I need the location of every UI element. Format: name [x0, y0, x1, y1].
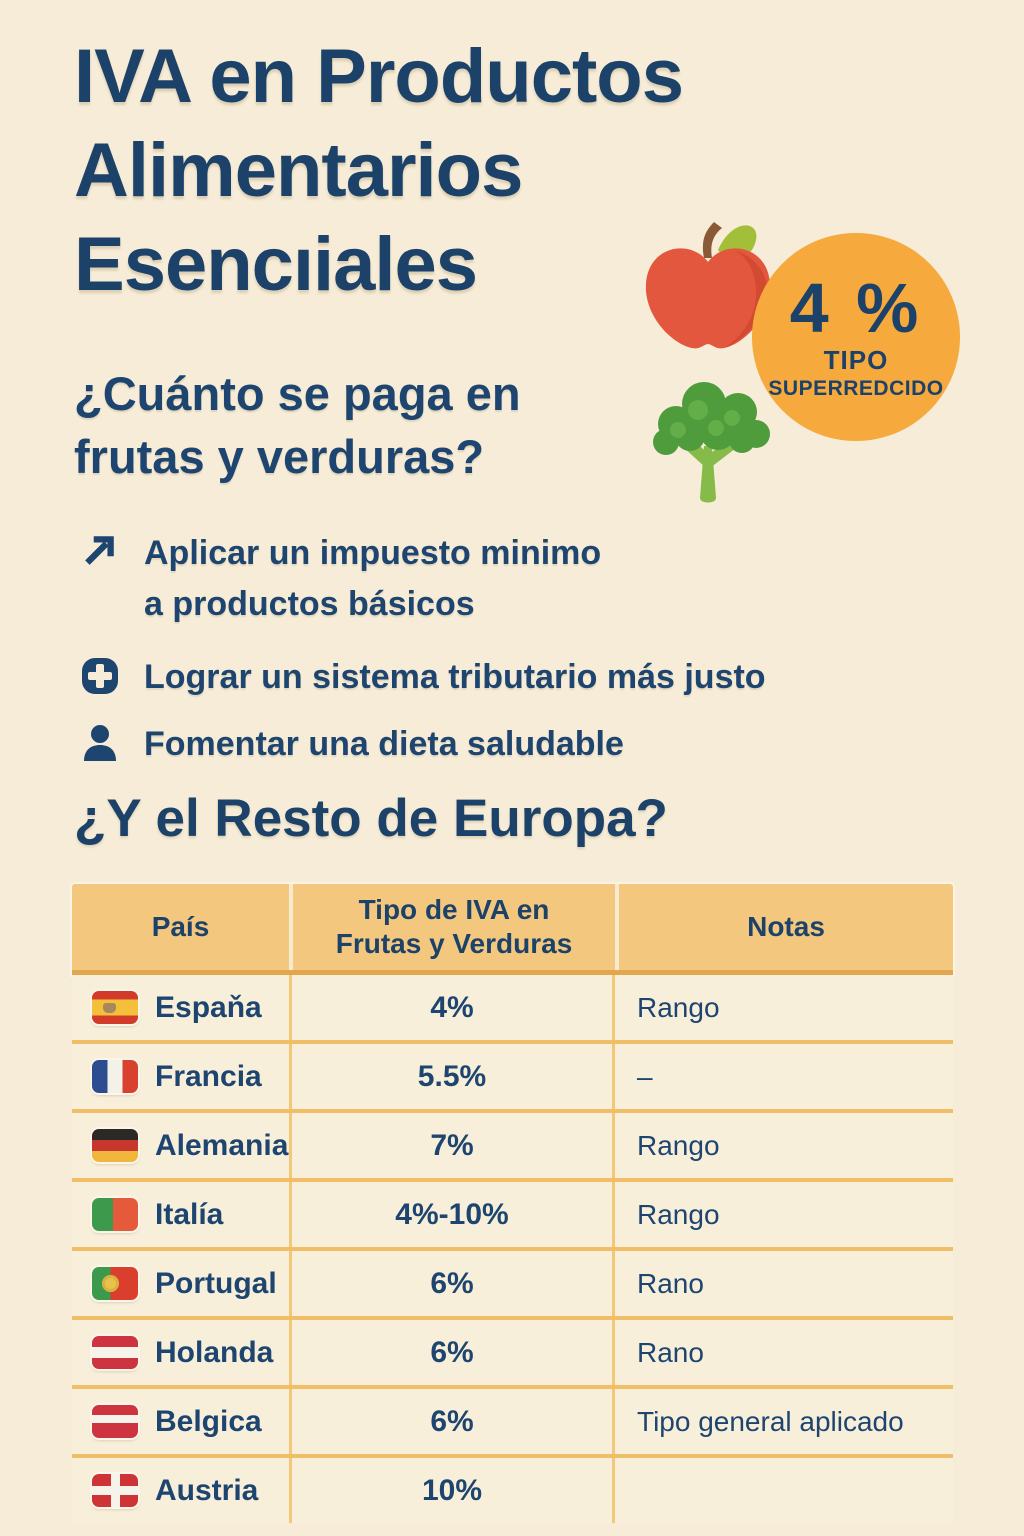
belgium-flag-icon [92, 1405, 138, 1438]
notes-value: – [637, 1060, 653, 1092]
country-name: Austria [155, 1473, 259, 1507]
arrow-up-right-icon [80, 532, 124, 575]
notes-value: Rano [637, 1336, 704, 1368]
country-name: Italía [155, 1197, 224, 1231]
plus-badge-icon [80, 656, 124, 701]
broccoli-floret-highlights [670, 400, 740, 438]
italy-flag-icon [92, 1198, 138, 1231]
france-flag-icon [92, 1060, 138, 1093]
apple-icon [638, 216, 778, 368]
section-heading-europe: ¿Y el Resto de Europa? [74, 789, 668, 848]
vat-value: 10% [289, 1458, 615, 1523]
notes-value: Rango [637, 1129, 720, 1161]
table-row: Espaňa 4% Rango [72, 975, 953, 1040]
table-row: Portugal 6% Rano [72, 1247, 953, 1316]
list-item: Lograr un sistema tributario más justo [80, 652, 940, 703]
broccoli-florets [653, 382, 770, 455]
badge-label-line2: SUPERREDCIDO [768, 377, 944, 400]
notes-value: Rango [637, 1198, 720, 1230]
page-subtitle: ¿Cuánto se paga en frutas y verduras? [74, 367, 521, 483]
apple-stem [702, 222, 722, 258]
vat-value: 6% [289, 1320, 615, 1385]
country-name: Espaňa [155, 990, 262, 1024]
notes-value: Tipo general aplicado [637, 1405, 904, 1437]
austria-flag-icon [92, 1474, 138, 1507]
vat-value: 6% [289, 1251, 615, 1316]
table-row: Austria 10% [72, 1454, 953, 1523]
notes-value: Rano [637, 1267, 704, 1299]
country-name: Holanda [155, 1335, 274, 1369]
vat-rate-badge: 4 % TIPO SUPERREDCIDO [752, 233, 960, 441]
vat-value: 6% [289, 1389, 615, 1454]
table-row: Italía 4%-10% Rango [72, 1178, 953, 1247]
list-item-text: Lograr un sistema tributario más justo [144, 658, 766, 696]
badge-label-line1: TIPO [823, 345, 889, 375]
notes-value: Rango [637, 991, 720, 1023]
table-row: Francia 5.5% – [72, 1040, 953, 1109]
spain-flag-icon [92, 991, 138, 1024]
table-body: Espaňa 4% Rango Francia 5.5% – Alemania … [72, 975, 953, 1523]
germany-flag-icon [92, 1129, 138, 1162]
vat-value: 5.5% [289, 1044, 615, 1109]
table-header-row: País Tipo de IVA en Frutas y Verduras No… [72, 884, 953, 975]
country-name: Portugal [155, 1266, 277, 1300]
vat-value: 4%-10% [289, 1182, 615, 1247]
apple-body [645, 248, 771, 349]
country-name: Alemania [155, 1128, 289, 1162]
table-row: Belgica 6% Tipo general aplicado [72, 1385, 953, 1454]
broccoli-icon [646, 376, 778, 506]
apple-shade [724, 250, 768, 348]
list-item: Aplicar un impuesto minimo a productos b… [80, 528, 940, 630]
portugal-flag-icon [92, 1267, 138, 1300]
key-points-list: Aplicar un impuesto minimo a productos b… [80, 528, 940, 796]
table-row: Holanda 6% Rano [72, 1316, 953, 1385]
list-item-text: Fomentar una dieta saludable [144, 725, 624, 763]
page-title: IVA en Productos Alimentarios Esencıiale… [74, 34, 684, 307]
table-row: Alemania 7% Rango [72, 1109, 953, 1178]
vat-value: 7% [289, 1113, 615, 1178]
person-icon [80, 723, 124, 768]
country-name: Francia [155, 1059, 262, 1093]
list-item-text: Aplicar un impuesto minimo a productos b… [144, 534, 602, 623]
list-item: Fomentar una dieta saludable [80, 719, 940, 770]
badge-rate-value: 4 % [789, 269, 923, 347]
column-header-country: País [151, 911, 210, 942]
vat-comparison-table: País Tipo de IVA en Frutas y Verduras No… [72, 884, 953, 1523]
vat-value: 4% [289, 975, 615, 1040]
column-header-vat: Tipo de IVA en Frutas y Verduras [289, 884, 615, 970]
country-name: Belgica [155, 1404, 262, 1438]
notes-value [615, 1458, 953, 1523]
column-header-notes: Notas [615, 884, 953, 970]
netherlands-flag-icon [92, 1336, 138, 1369]
